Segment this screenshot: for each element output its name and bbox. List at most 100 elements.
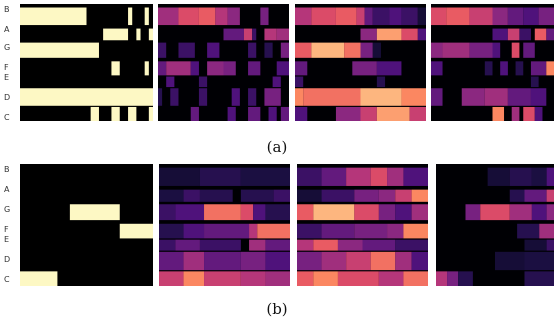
heatmap-cell-a: [297, 189, 322, 202]
heatmap-cell-b: [295, 7, 312, 26]
heatmap-cell-c: [376, 106, 410, 121]
heatmap-cell-b: [260, 7, 269, 26]
heatmap-cell-a: [273, 189, 290, 202]
heatmap-cell-c: [436, 271, 448, 286]
heatmap-cell-b: [364, 7, 373, 26]
heatmap-panel-b1: [20, 164, 153, 286]
heatmap-cell-a: [519, 28, 531, 41]
heatmap-cell-b: [370, 167, 388, 186]
heatmap-cell-d: [370, 251, 396, 271]
heatmap-cell-a: [243, 28, 253, 41]
heatmap-cell-b: [158, 7, 179, 26]
heatmap-cell-a: [183, 189, 200, 202]
heatmap-panel-a2: [158, 4, 289, 121]
heatmap-cell-g: [159, 204, 176, 221]
heatmap-cell-d: [321, 251, 347, 271]
heatmap-cell-f: [515, 61, 524, 76]
heatmap-panel-b2: [159, 164, 290, 286]
heatmap-cell-a: [546, 28, 554, 41]
heatmap-cell-g: [372, 42, 381, 58]
heatmap-cell-b: [321, 167, 347, 186]
heatmap-cell-a: [264, 28, 277, 41]
heatmap-svg: [436, 164, 554, 286]
heatmap-cell-d: [530, 88, 547, 106]
row-label-f: F: [4, 225, 9, 234]
heatmap-cell-b: [389, 7, 402, 26]
heatmap-cell-c: [360, 106, 377, 121]
heatmap-cell-g: [480, 204, 510, 221]
row-label-b: B: [4, 165, 10, 174]
heatmap-cell-b: [128, 7, 133, 26]
heatmap-cell-a: [252, 28, 257, 41]
heatmap-cell-f: [158, 61, 167, 76]
heatmap-cell-a: [159, 189, 184, 202]
heatmap-cell-b: [403, 167, 428, 186]
heatmap-cell-g: [20, 42, 99, 58]
heatmap-cell-c: [409, 106, 426, 121]
heatmap-cell-b: [198, 7, 216, 26]
heatmap-cell-g: [465, 204, 481, 221]
heatmap-cell-g: [442, 42, 470, 58]
heatmap-cell-d: [231, 88, 240, 106]
heatmap-cell-b: [492, 7, 508, 26]
heatmap-cell-b: [335, 7, 357, 26]
heatmap-cell-e: [265, 239, 290, 251]
heatmap-cell-e: [395, 239, 428, 251]
heatmap-cell-f: [119, 223, 153, 239]
row-labels-a: B A G F E D C: [0, 4, 16, 124]
heatmap-cell-e: [337, 239, 363, 251]
heatmap-cell-d: [461, 88, 485, 106]
heatmap-cell-a: [401, 28, 418, 41]
heatmap-cell-e: [199, 239, 241, 251]
heatmap-cell-g: [264, 42, 273, 58]
row-label-a: A: [4, 185, 10, 194]
heatmap-cell-c: [128, 106, 137, 121]
heatmap-cell-a: [376, 28, 402, 41]
heatmap-cell-e: [249, 239, 266, 251]
heatmap-cell-a: [360, 28, 377, 41]
row-label-a: A: [4, 25, 10, 34]
heatmap-cell-f: [159, 223, 184, 239]
heatmap-cell-d: [158, 88, 163, 106]
heatmap-cell-b: [346, 167, 371, 186]
heatmap-cell-g: [509, 204, 532, 221]
heatmap-cell-d: [265, 251, 290, 271]
heatmap-cell-d: [360, 88, 402, 106]
heatmap-cell-b: [523, 7, 539, 26]
heatmap-cell-g: [531, 204, 547, 221]
heatmap-cell-f: [183, 223, 205, 239]
heatmap-cell-d: [159, 251, 184, 271]
heatmap-cell-g: [313, 204, 355, 221]
heatmap-svg: [431, 4, 554, 121]
heatmap-cell-g: [378, 204, 396, 221]
heatmap-cell-e: [272, 76, 281, 88]
heatmap-cell-a: [148, 28, 153, 41]
caption-a: (a): [266, 138, 288, 156]
heatmap-cell-g: [344, 42, 361, 58]
heatmap-cell-f: [546, 61, 554, 76]
heatmap-cell-g: [431, 42, 443, 58]
heatmap-cell-g: [253, 204, 266, 221]
heatmap-cell-g: [492, 42, 501, 58]
heatmap-cell-c: [183, 271, 205, 286]
heatmap-cell-g: [69, 204, 120, 221]
heatmap-cell-a: [321, 189, 355, 202]
heatmap-cell-c: [524, 271, 554, 286]
heatmap-svg: [159, 164, 290, 286]
heatmap-cell-a: [546, 189, 554, 202]
heatmap-cell-a: [395, 189, 412, 202]
heatmap-cell-e: [546, 239, 554, 251]
heatmap-panel-a1: [20, 4, 153, 121]
heatmap-cell-b: [417, 7, 426, 26]
heatmap-cell-b: [387, 167, 404, 186]
row-labels-b: B A G F E D C: [0, 164, 16, 288]
heatmap-panel-a3: [295, 4, 426, 121]
heatmap-cell-f: [517, 223, 540, 239]
heatmap-cell-g: [395, 204, 412, 221]
heatmap-cell-g: [546, 204, 554, 221]
heatmap-cell-f: [352, 61, 377, 76]
heatmap-cell-e: [159, 239, 176, 251]
heatmap-svg: [20, 4, 153, 121]
heatmap-cell-b: [538, 7, 554, 26]
heatmap-cell-a: [417, 28, 426, 41]
